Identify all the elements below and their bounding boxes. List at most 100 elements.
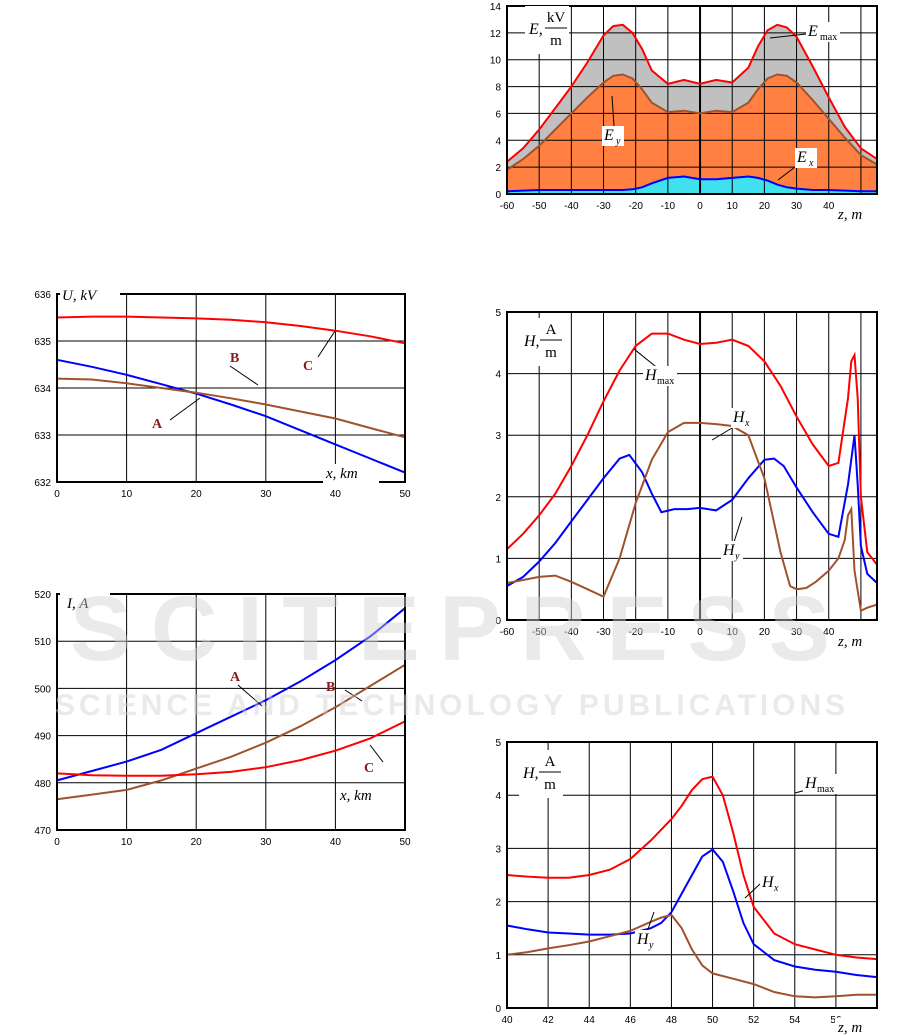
- series-line-Ex: [506, 175, 877, 193]
- y-tick-label: 2: [495, 163, 501, 174]
- x-tick-label: -20: [628, 201, 643, 212]
- series-label-sub: x: [808, 158, 814, 169]
- y-tick-label: 4: [495, 370, 501, 381]
- series-label-Ex: E: [796, 149, 807, 166]
- y-axis-label: E,: [528, 21, 543, 38]
- series-label-backdrop: [635, 930, 657, 950]
- y-axis-label-unit-num: kV: [547, 10, 566, 26]
- x-tick-label: 10: [727, 201, 739, 212]
- plot-border: [56, 293, 406, 483]
- x-tick-label: 30: [260, 489, 272, 500]
- x-tick-label: -10: [661, 201, 676, 212]
- ylabel-backdrop: [520, 318, 564, 366]
- series-label-sub: max: [817, 784, 834, 795]
- series-label-Hy: H: [722, 542, 736, 559]
- watermark: SCITEPRESS SCIENCE AND TECHNOLOGY PUBLICA…: [55, 578, 845, 722]
- x-tick-label: -40: [564, 201, 579, 212]
- y-axis-label-unit-den: m: [544, 777, 556, 793]
- x-tick-label: -50: [532, 627, 547, 638]
- y-tick-label: 14: [490, 2, 502, 13]
- series-label-sub: x: [744, 418, 750, 429]
- chart-i-current: 0 10 20 30 40 50 470 480 490 500 510 520 I, A A B Cx, k…: [34, 584, 411, 848]
- series-label-backdrop: [795, 148, 817, 168]
- series-label-backdrop: [721, 541, 743, 561]
- xlabel-backdrop: [835, 632, 891, 651]
- x-tick-label: 50: [399, 489, 411, 500]
- x-tick-label: 54: [789, 1015, 801, 1026]
- x-axis-label: z, m: [837, 207, 862, 223]
- x-tick-label: -60: [500, 201, 515, 212]
- series-line-A: [56, 607, 406, 782]
- x-axis-label: x, km: [325, 466, 358, 482]
- series-label-Ey: E: [603, 127, 614, 144]
- xlabel-backdrop: [337, 786, 393, 805]
- y-tick-label: 1: [495, 951, 501, 962]
- x-tick-label: 44: [584, 1015, 596, 1026]
- series-label-backdrop: [803, 774, 837, 794]
- series-line-Hy: [506, 913, 877, 999]
- series-line-C: [56, 315, 406, 345]
- xlabel-backdrop: [323, 464, 379, 483]
- series-label-Hmax: H: [804, 775, 818, 792]
- y-axis-label-unit-num: A: [545, 754, 556, 770]
- series-line-Hx: [506, 435, 878, 587]
- x-axis-label: x, km: [339, 788, 372, 804]
- chart-h-field: -60 -50 -40 -30 -20 -10 0 10 20 30 40 0 1 2 3 4 5 H, Am H ma…: [495, 308, 891, 651]
- plot-border: [506, 741, 878, 1009]
- y-tick-label: 4: [495, 791, 501, 802]
- x-tick-label: 40: [823, 627, 835, 638]
- series-label-backdrop: [731, 408, 753, 428]
- y-tick-label: 2: [495, 898, 501, 909]
- series-line-A: [56, 358, 406, 474]
- x-axis-label: z, m: [837, 1020, 862, 1035]
- x-tick-label: 42: [543, 1015, 555, 1026]
- y-tick-label: 3: [495, 844, 501, 855]
- x-tick-label: 46: [625, 1015, 637, 1026]
- series-label-B: B: [230, 351, 239, 366]
- series-line-C: [56, 720, 406, 777]
- x-tick-label: 20: [191, 837, 203, 848]
- x-tick-label: 50: [707, 1015, 719, 1026]
- x-tick-label: 30: [791, 201, 803, 212]
- series-label-backdrop: [806, 22, 840, 42]
- y-tick-label: 635: [34, 337, 51, 348]
- x-tick-label: -30: [596, 201, 611, 212]
- series-leader-line: [369, 744, 384, 763]
- x-tick-label: 0: [54, 837, 60, 848]
- y-tick-label: 490: [34, 732, 51, 743]
- watermark-subtitle: SCIENCE AND TECHNOLOGY PUBLICATIONS: [55, 689, 845, 722]
- plot-border: [56, 593, 406, 831]
- series-label-Hmax: H: [644, 367, 658, 384]
- series-label-sub: y: [615, 136, 621, 147]
- x-tick-label: 0: [697, 627, 703, 638]
- y-axis-label: H,: [522, 765, 539, 782]
- y-tick-label: 4: [495, 136, 501, 147]
- series-label-Hx: H: [761, 874, 775, 891]
- y-tick-label: 5: [495, 738, 501, 749]
- series-label-A: A: [152, 417, 163, 432]
- series-label-B: B: [326, 680, 335, 695]
- y-tick-label: 0: [495, 190, 501, 201]
- y-tick-label: 480: [34, 779, 51, 790]
- series-leader-line: [744, 883, 761, 899]
- y-tick-label: 6: [495, 109, 501, 120]
- x-tick-label: 20: [191, 489, 203, 500]
- x-tick-label: -40: [564, 627, 579, 638]
- y-axis-label-unit-den: m: [550, 33, 562, 49]
- x-tick-label: 52: [748, 1015, 760, 1026]
- series-label-Hx: H: [732, 409, 746, 426]
- series-label-sub: max: [657, 376, 674, 387]
- x-tick-label: 10: [727, 627, 739, 638]
- y-axis-label: H,: [523, 333, 540, 350]
- y-tick-label: 632: [34, 478, 51, 489]
- x-tick-label: 40: [330, 489, 342, 500]
- plot-border: [506, 5, 878, 195]
- series-leader-line: [169, 397, 201, 421]
- xlabel-backdrop: [835, 205, 891, 224]
- y-tick-label: 8: [495, 83, 501, 94]
- y-tick-label: 470: [34, 826, 51, 837]
- series-leader-line: [769, 33, 807, 39]
- series-leader-line: [646, 911, 655, 933]
